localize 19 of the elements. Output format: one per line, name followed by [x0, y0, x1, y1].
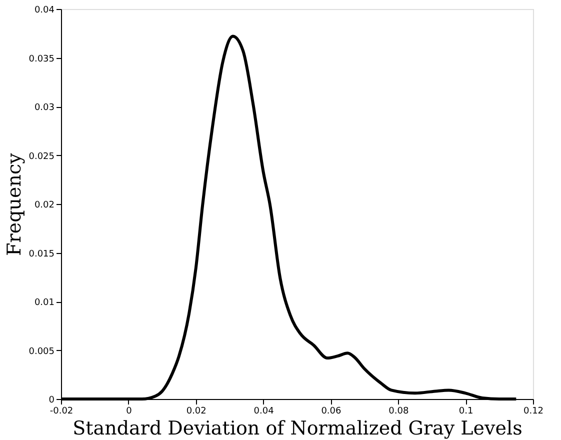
x-tick-label: 0 [126, 406, 132, 416]
y-tick-label: 0.035 [28, 54, 54, 64]
y-tick-label: 0.04 [34, 6, 55, 16]
y-tick-label: 0.03 [34, 103, 54, 113]
y-tick-label: 0 [48, 396, 55, 406]
x-axis-title: Standard Deviation of Normalized Gray Levels [72, 418, 522, 440]
x-tick-label: 0.04 [254, 406, 274, 416]
y-tick-label: 0.025 [28, 152, 54, 162]
x-tick-label: 0.08 [388, 406, 409, 416]
x-tick-label: 0.12 [523, 406, 544, 416]
y-tick-label: 0.02 [34, 200, 54, 210]
y-tick-label: 0.005 [28, 346, 54, 357]
x-tick-label: 0.06 [321, 406, 342, 416]
x-tick-label: 0.02 [186, 406, 206, 416]
x-tick-label: -0.02 [50, 406, 74, 416]
y-tick-label: 0.015 [28, 249, 54, 260]
x-tick-label: 0.1 [458, 406, 474, 416]
y-axis-title: Frequency [4, 152, 26, 256]
y-tick-label: 0.01 [34, 298, 54, 308]
